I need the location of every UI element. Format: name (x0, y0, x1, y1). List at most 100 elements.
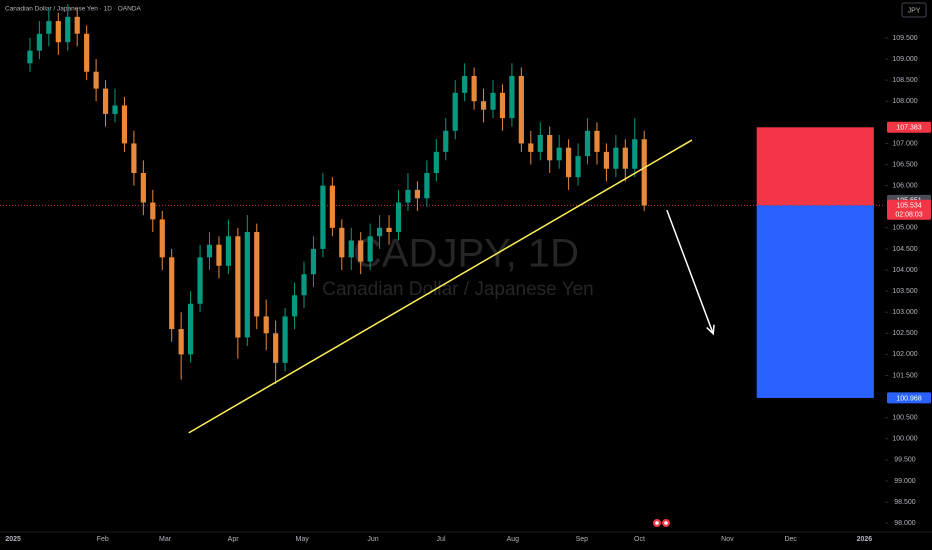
candle-body (386, 227, 392, 233)
price-label: 100.968 (896, 395, 921, 402)
x-tick-label: Oct (634, 536, 645, 543)
currency-box[interactable] (901, 2, 927, 18)
x-tick-label: Mar (159, 536, 172, 543)
candle-body (74, 16, 80, 34)
candle-body (273, 333, 279, 363)
candle-body (575, 156, 581, 178)
candle-body (244, 232, 250, 338)
event-icon-dot (655, 521, 659, 525)
watermark: CADJPY, 1D (353, 232, 579, 276)
y-tick-label: 103.500 (892, 288, 917, 295)
x-tick-label: Jun (367, 536, 378, 543)
candle-body (480, 101, 487, 110)
candle-body (301, 274, 307, 296)
y-tick-label: 107.000 (892, 140, 917, 147)
candle-body (377, 227, 383, 237)
event-icon-dot (664, 521, 668, 525)
candle-body (462, 75, 468, 93)
y-tick-label: 109.500 (892, 35, 917, 42)
candle-body (55, 21, 61, 43)
x-tick-label: 2025 (5, 536, 21, 543)
price-label: 107.383 (896, 125, 921, 132)
candle-body (178, 329, 184, 355)
candle-body (320, 185, 326, 249)
candle-body (206, 244, 213, 258)
candle-body (452, 92, 458, 131)
candle-body (121, 105, 128, 144)
candle-body (36, 33, 43, 51)
candle-body (433, 151, 439, 173)
candle-body (169, 257, 175, 330)
candle-body (471, 75, 477, 102)
candle-body (254, 232, 260, 317)
y-tick-label: 108.000 (892, 98, 917, 105)
candle-body (93, 71, 99, 89)
candle-body (197, 257, 203, 304)
candle-body (84, 33, 90, 72)
y-tick-label: 102.000 (892, 351, 917, 358)
price-label-bg (887, 392, 931, 404)
candle-body (65, 16, 71, 43)
candle-body (395, 202, 402, 233)
candle-body (613, 147, 619, 169)
y-tick-label: 98.500 (894, 499, 916, 506)
y-tick-label: 99.000 (894, 478, 916, 485)
candle-body (499, 92, 506, 119)
currency[interactable]: JPY (908, 7, 921, 14)
x-tick-label: 2026 (857, 536, 873, 543)
x-tick-label: Dec (784, 536, 797, 543)
candle-body (509, 75, 515, 119)
candle-body (27, 50, 33, 64)
candle-body (632, 139, 638, 169)
candle-body (263, 316, 269, 334)
candle-body (518, 75, 524, 144)
candle-body (282, 316, 288, 363)
x-tick-label: May (296, 536, 310, 543)
watermark-group: CADJPY, 1D Canadian Dollar / Japanese Ye… (322, 232, 593, 300)
x-tick-label: Apr (228, 536, 240, 543)
last-price-label: 105.534 (896, 203, 921, 210)
candle-body (339, 227, 345, 258)
y-tick-label: 109.000 (892, 56, 917, 63)
x-tick-label: Sep (576, 536, 589, 543)
y-tick-label: 101.500 (892, 372, 917, 379)
y-tick-label: 106.500 (892, 161, 917, 168)
x-tick-label: Jul (437, 536, 446, 543)
candle-body (348, 240, 354, 258)
stop-zone (756, 127, 874, 206)
y-tick-label: 105.000 (892, 225, 917, 232)
x-tick-label: Nov (721, 536, 734, 543)
candle-body (547, 135, 553, 161)
candle-body (594, 130, 600, 152)
candle-body (140, 172, 146, 203)
y-tick-label: 106.000 (892, 182, 917, 189)
candle-body (329, 185, 335, 228)
candle-body (216, 244, 222, 266)
candle-body (150, 202, 156, 220)
x-tick-label: Aug (507, 536, 520, 543)
candle-body (641, 139, 647, 206)
target-zone (756, 205, 874, 398)
y-tick-label: 100.500 (892, 415, 917, 422)
candle-body (622, 147, 628, 169)
y-tick-label: 104.000 (892, 267, 917, 274)
candle-body (235, 236, 241, 338)
candle-body (46, 21, 52, 34)
y-tick-label: 98.000 (894, 520, 916, 527)
last-price-bg (887, 199, 931, 220)
candle-body (159, 219, 165, 258)
candle-body (112, 105, 118, 114)
candle-body (556, 147, 562, 161)
candle-body (537, 135, 543, 152)
candle-body (443, 130, 449, 152)
chart-title: Canadian Dollar / Japanese Yen · 1D · OA… (5, 6, 142, 13)
watermark-subtitle: Canadian Dollar / Japanese Yen (322, 279, 593, 300)
y-tick-label: 100.000 (892, 436, 917, 443)
candle-body (367, 236, 373, 262)
candle-body (414, 189, 421, 199)
candle-body (102, 88, 109, 114)
candle-body (131, 143, 137, 173)
candle-body (358, 240, 364, 262)
